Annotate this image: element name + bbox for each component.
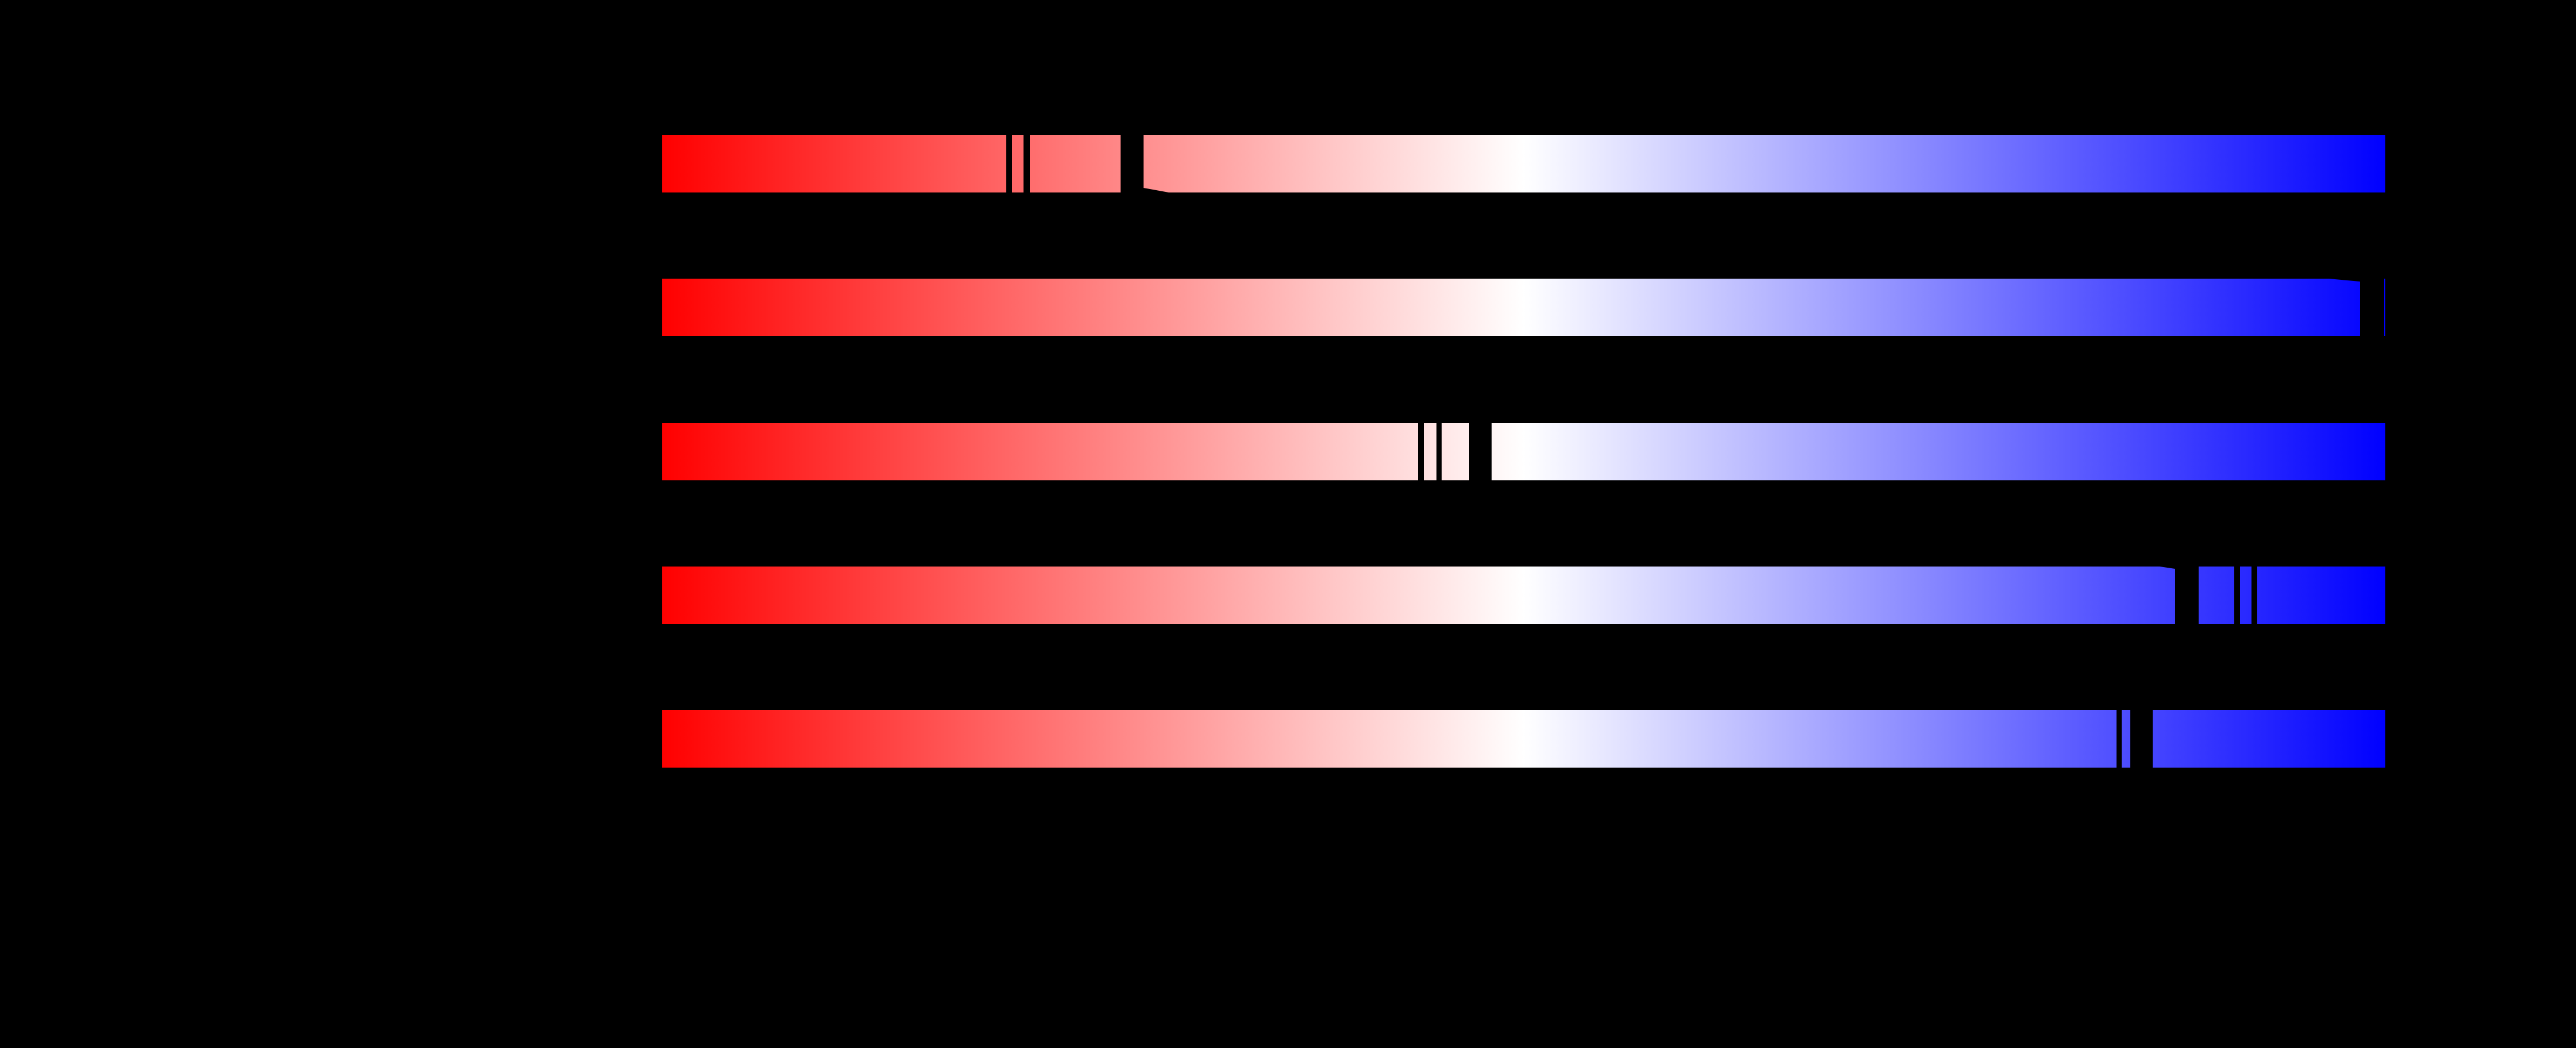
thick-band-marker <box>2175 567 2199 624</box>
artifact-wedge <box>1144 188 1169 192</box>
thin-tick-marker <box>1418 423 1424 480</box>
thin-tick-marker <box>2117 710 2122 768</box>
gradient-scale-bar-4 <box>662 567 2385 624</box>
thick-band-marker <box>1121 135 1144 192</box>
gradient-scale-bar-5 <box>662 710 2385 768</box>
thin-tick-marker <box>1024 135 1030 192</box>
gradient-scale-bar-2 <box>662 279 2385 336</box>
thin-tick-marker <box>1006 135 1012 192</box>
thick-band-marker <box>2130 710 2153 768</box>
artifact-wedge <box>2160 567 2175 569</box>
thick-band-marker <box>1469 423 1492 480</box>
thick-band-marker <box>2360 279 2384 336</box>
gradient-scale-bar-1 <box>662 135 2385 192</box>
thin-tick-marker <box>1436 423 1442 480</box>
thin-tick-marker <box>2234 567 2240 624</box>
gradient-scale-bar-3 <box>662 423 2385 480</box>
artifact-wedge <box>2329 279 2360 282</box>
thin-tick-marker <box>2251 567 2257 624</box>
